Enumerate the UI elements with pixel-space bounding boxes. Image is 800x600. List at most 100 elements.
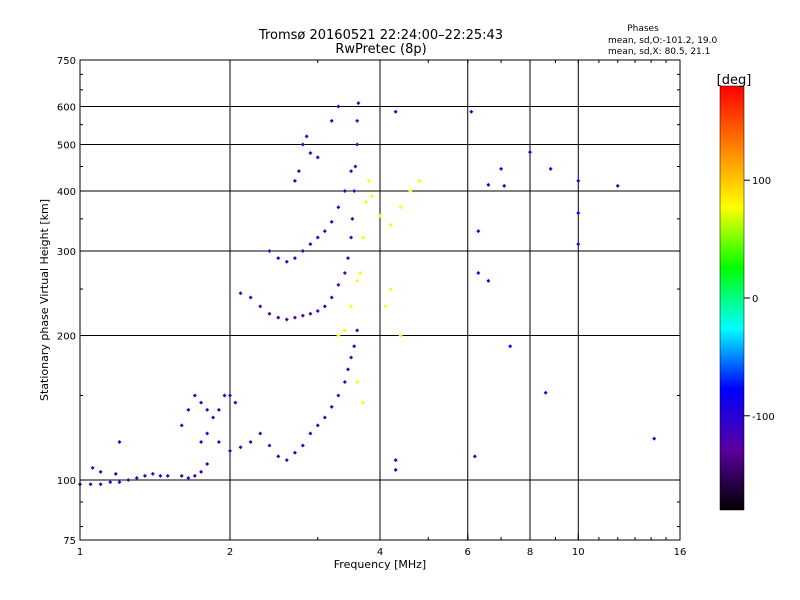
echo-point [284, 317, 289, 322]
echo-point [349, 355, 354, 360]
echo-points [78, 101, 657, 487]
echo-point [267, 249, 272, 254]
echo-point [186, 407, 191, 412]
echo-point [486, 182, 491, 187]
echo-point [117, 440, 122, 445]
echo-point [315, 235, 320, 240]
echo-point [179, 473, 184, 478]
echo-point [142, 473, 147, 478]
echo-point [342, 189, 347, 194]
x-tick-label: 6 [465, 547, 471, 558]
echo-point [336, 282, 341, 287]
y-tick-label: 500 [57, 141, 76, 152]
colorbar [719, 85, 745, 511]
x-tick-label: 16 [674, 547, 687, 558]
echo-point [342, 328, 347, 333]
echo-point [355, 142, 360, 147]
echo-point [356, 101, 361, 106]
echo-point [486, 278, 491, 283]
echo-point [548, 166, 553, 171]
echo-point [150, 471, 155, 476]
echo-point [267, 443, 272, 448]
colorbar-tick-label: 100 [752, 176, 771, 187]
echo-point [322, 415, 327, 420]
echo-point [113, 471, 118, 476]
echo-point [117, 480, 122, 485]
phases-box-o-mode: mean, sd,O:-101.2, 19.0 [608, 36, 718, 46]
echo-point [615, 183, 620, 188]
echo-point [388, 222, 393, 227]
echo-point [292, 315, 297, 320]
echo-point [300, 142, 305, 147]
echo-point [108, 480, 113, 485]
echo-point [342, 270, 347, 275]
echo-point [248, 295, 253, 300]
echo-point [652, 436, 657, 441]
y-tick-label: 100 [57, 476, 76, 487]
echo-point [300, 249, 305, 254]
echo-point [398, 333, 403, 338]
echo-point [472, 454, 477, 459]
echo-point [366, 178, 371, 183]
echo-point [192, 473, 197, 478]
echo-point [216, 407, 221, 412]
echo-point [528, 150, 532, 155]
colorbar-ticks: 100 0 -100 [744, 176, 775, 423]
echo-point [233, 400, 238, 405]
echo-point [476, 270, 481, 275]
echo-point [393, 109, 398, 114]
echo-point [134, 475, 139, 480]
phases-box-title: Phases [627, 24, 659, 34]
echo-point [469, 109, 474, 114]
echo-point [499, 166, 504, 171]
echo-point [284, 458, 289, 463]
echo-point [304, 134, 309, 139]
echo-point [186, 475, 191, 480]
x-tick-label: 8 [527, 547, 533, 558]
echo-point [238, 291, 243, 296]
echo-point [258, 431, 263, 436]
axis-ticks: 1 2 4 6 8 10 16 75 100 200 300 400 500 600 750 [57, 56, 686, 558]
echo-point [378, 213, 382, 218]
echo-point [308, 431, 313, 436]
echo-point [353, 164, 358, 169]
echo-point [576, 211, 581, 216]
echo-point [211, 415, 216, 420]
echo-point [88, 482, 93, 487]
x-tick-label: 4 [377, 547, 383, 558]
echo-point [383, 304, 388, 309]
echo-point [508, 344, 513, 349]
echo-point [205, 431, 210, 436]
chart-title: Tromsø 20160521 22:24:00–22:25:43 [258, 28, 503, 43]
echo-point [502, 183, 507, 188]
echo-point [349, 169, 354, 174]
echo-point [192, 393, 197, 398]
echo-point [199, 469, 204, 474]
echo-point [248, 440, 253, 445]
echo-point [576, 178, 581, 183]
echo-point [315, 155, 320, 160]
echo-point [349, 235, 354, 240]
echo-point [165, 473, 170, 478]
x-tick-label: 2 [227, 547, 233, 558]
echo-point [98, 482, 103, 487]
echo-point [228, 448, 232, 453]
echo-point [393, 467, 398, 472]
echo-point [336, 205, 341, 210]
echo-point [228, 393, 232, 398]
echo-point [364, 199, 369, 204]
echo-point [276, 454, 281, 459]
y-tick-label: 400 [57, 187, 76, 198]
echo-point [393, 458, 398, 463]
y-tick-label: 600 [57, 103, 76, 114]
echo-point [300, 313, 305, 318]
echo-point [349, 304, 354, 309]
echo-point [199, 400, 204, 405]
y-tick-label: 750 [57, 56, 76, 67]
echo-point [350, 216, 355, 221]
echo-point [276, 256, 281, 261]
echo-point [216, 440, 221, 445]
echo-point [345, 367, 350, 372]
